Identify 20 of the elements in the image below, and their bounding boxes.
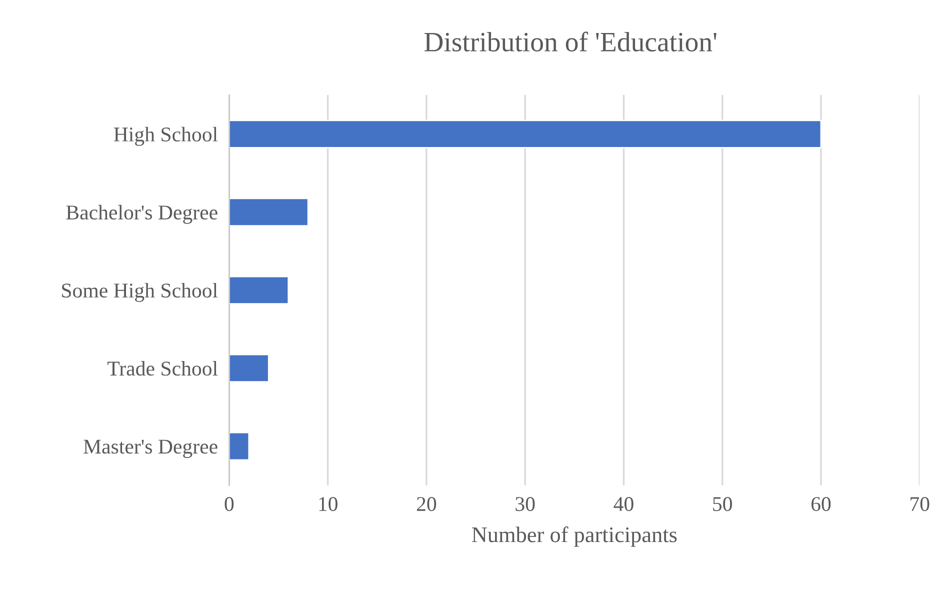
y-tick-label: Trade School <box>108 360 218 376</box>
x-tick-label: 30 <box>516 497 535 512</box>
x-tick-label: 50 <box>713 497 732 512</box>
bar <box>229 276 290 305</box>
y-tick-label: Some High School <box>62 282 218 302</box>
bar <box>229 354 270 383</box>
chart-title: Distribution of 'Education' <box>424 32 716 52</box>
x-tick-label: 0 <box>224 497 234 512</box>
y-tick-label: High School <box>114 126 218 146</box>
x-tick-label: 40 <box>614 497 634 512</box>
y-tick-label: Master's Degree <box>84 440 218 458</box>
bar <box>229 432 250 461</box>
bar <box>229 120 822 148</box>
x-axis-title: Number of participants <box>472 526 677 547</box>
x-tick-label: 60 <box>811 497 831 512</box>
bar <box>229 198 309 226</box>
x-tick-label: 70 <box>910 497 930 512</box>
x-tick-label: 20 <box>416 497 436 512</box>
x-tick-label: 10 <box>319 497 338 512</box>
y-tick-label: Bachelor's Degree <box>66 204 218 224</box>
